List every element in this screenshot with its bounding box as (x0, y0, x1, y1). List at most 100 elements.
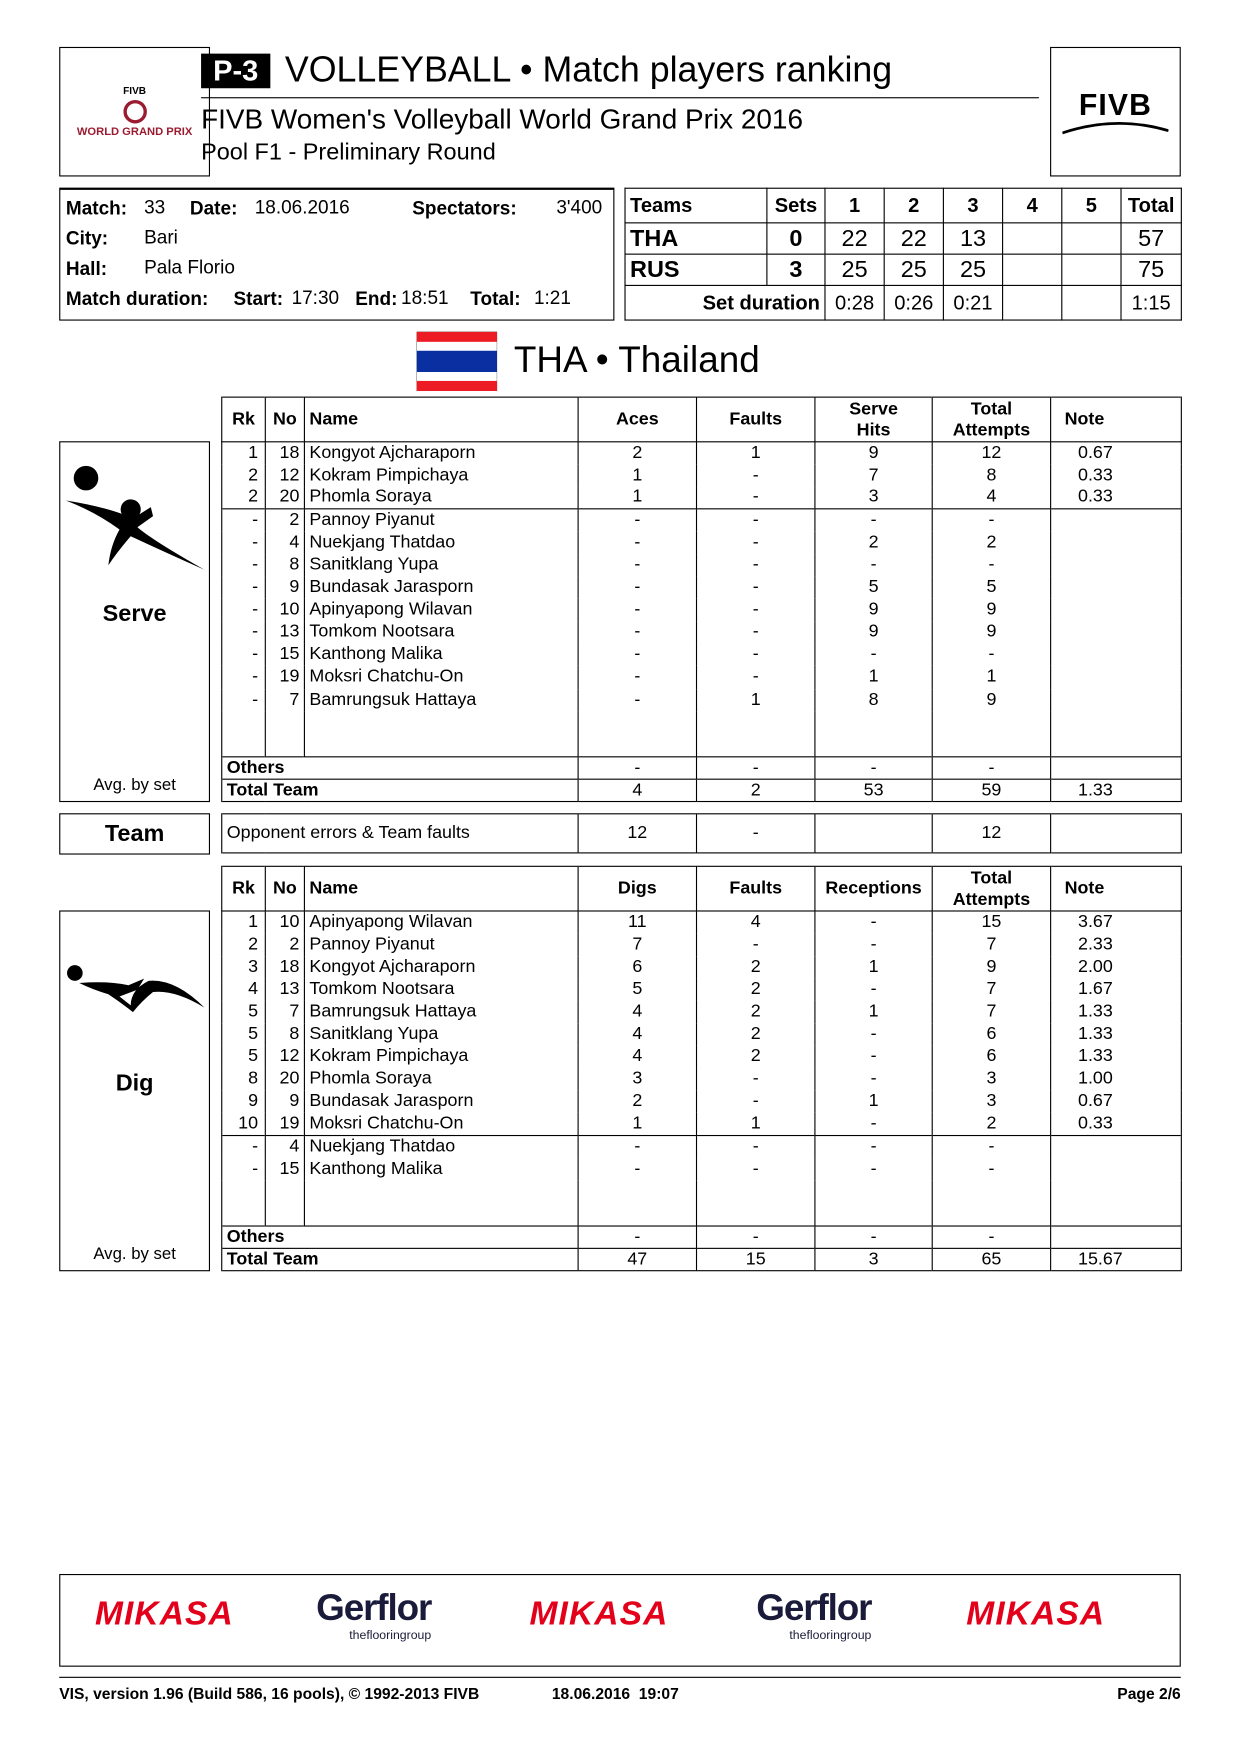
number: 19 (264, 1113, 305, 1136)
stat: 12 (931, 441, 1052, 465)
skill-label: Dig (115, 1070, 154, 1096)
note (1050, 688, 1182, 712)
stat: 7 (931, 1000, 1052, 1024)
stat: - (695, 1225, 816, 1249)
rank: 1 (221, 441, 266, 465)
stat: - (814, 933, 933, 956)
score-cell (1061, 253, 1122, 286)
stat: - (695, 933, 816, 956)
note: 0.33 (1050, 1113, 1182, 1136)
stat: 1 (931, 666, 1052, 689)
note: 1.33 (1050, 1023, 1182, 1046)
column-header: Name (303, 866, 579, 912)
number: 9 (264, 576, 305, 599)
stat: - (814, 1045, 933, 1069)
report-code: P-3 (201, 53, 271, 89)
note (1050, 666, 1182, 689)
wgp-logo: FIVB WORLD GRAND PRIX (59, 46, 211, 177)
score-cell: 25 (883, 253, 944, 286)
column-header: 3 (942, 187, 1004, 224)
player-row: 9 9 Bundasak Jarasporn 2-1 3 0.67 (221, 1090, 1182, 1114)
player-name: Tomkom Nootsara (303, 978, 579, 1001)
stat: 15 (931, 910, 1052, 934)
player-name: Kongyot Ajcharaporn (303, 955, 579, 979)
team-label: Team (104, 821, 165, 847)
stat: - (695, 1090, 816, 1114)
stat: 2 (577, 1090, 698, 1114)
score-cell (1061, 222, 1122, 255)
score-table: Teams Sets 1 2 3 4 5 Total THA 0 22 22 13 57 RUS 3 25 25 2… (624, 187, 1182, 321)
rank: 3 (221, 955, 266, 979)
stat: - (695, 464, 816, 487)
empty-cell (221, 711, 266, 757)
player-row: 2 12 Kokram Pimpichaya 1-7 8 0.33 (221, 464, 1182, 487)
score-cell: 0 (766, 222, 826, 255)
stat: 9 (931, 955, 1052, 979)
stat: 4 (577, 1000, 698, 1024)
player-name: Kokram Pimpichaya (303, 1045, 579, 1069)
score-header: Teams Sets 1 2 3 4 5 Total (624, 187, 1182, 224)
rank: - (221, 621, 266, 644)
note (1050, 643, 1182, 667)
divider (201, 97, 1039, 99)
stat: 7 (814, 464, 933, 487)
stat: 15.67 (1050, 1248, 1182, 1272)
stat: 15 (695, 1248, 816, 1272)
serve-table: Rk No Name Aces Faults Serve Hits Total Attemp… (221, 396, 1182, 803)
empty-cell (814, 711, 933, 757)
column-header: 5 (1061, 187, 1122, 224)
stat: 1 (695, 1113, 816, 1136)
number: 20 (264, 486, 305, 510)
stat: 1 (577, 464, 698, 487)
player-row: -19 Moksri Chatchu-On - -1 1 (221, 666, 1182, 689)
empty-cell (577, 711, 698, 757)
score-cell: 57 (1120, 222, 1182, 255)
rank: 2 (221, 933, 266, 956)
rank: 2 (221, 486, 266, 510)
empty-cell (931, 1180, 1052, 1227)
column-header: 4 (1002, 187, 1063, 224)
stat: 1 (695, 688, 816, 712)
total-row: Total Team 47 15 3 65 15.67 (221, 1248, 1182, 1272)
player-name: Bamrungsuk Hattaya (303, 688, 579, 712)
logo-text: Gerflor (316, 1586, 432, 1628)
end-time: 18:51 (401, 287, 449, 309)
player-name: Bamrungsuk Hattaya (303, 1000, 579, 1024)
rank: 5 (221, 1023, 266, 1046)
note: 1.33 (1050, 1000, 1182, 1024)
stat: 2 (695, 1023, 816, 1046)
rank: 8 (221, 1068, 266, 1091)
note: 0.33 (1050, 464, 1182, 487)
stat: - (577, 1225, 698, 1249)
dig-player-icon (67, 965, 205, 1013)
player-row: -15 Kanthong Malika - - - - (221, 1157, 1182, 1181)
stat: - (577, 621, 698, 644)
stat: - (577, 554, 698, 577)
duration-cell: 0:28 (824, 284, 885, 321)
filler-row (221, 711, 1182, 757)
number: 8 (264, 1023, 305, 1046)
score-cell: 3 (766, 253, 826, 286)
stat: - (577, 1134, 698, 1158)
empty-cell (264, 1180, 305, 1227)
stat: - (695, 643, 816, 667)
empty-cell (931, 711, 1052, 757)
label: Hall: (65, 258, 108, 280)
stat: - (695, 598, 816, 622)
table-header: Rk No Name Digs Faults Receptions Total Attemp… (221, 866, 1182, 912)
stat: 2 (814, 531, 933, 555)
stat: - (577, 1157, 698, 1181)
stat: 8 (931, 464, 1052, 487)
stat: - (814, 978, 933, 1001)
number: 8 (264, 554, 305, 577)
number: 7 (264, 688, 305, 712)
note: 0.67 (1050, 441, 1182, 465)
gerflor-logo: Gerflor theflooringroup (756, 1586, 872, 1642)
empty-cell (1050, 711, 1182, 757)
player-name: Bundasak Jarasporn (303, 576, 579, 599)
stat: 5 (577, 978, 698, 1001)
duration-cell: 0:21 (942, 284, 1004, 321)
stat: 4 (577, 1023, 698, 1046)
mikasa-logo: MIKASA (94, 1595, 234, 1633)
stat: - (577, 756, 698, 780)
